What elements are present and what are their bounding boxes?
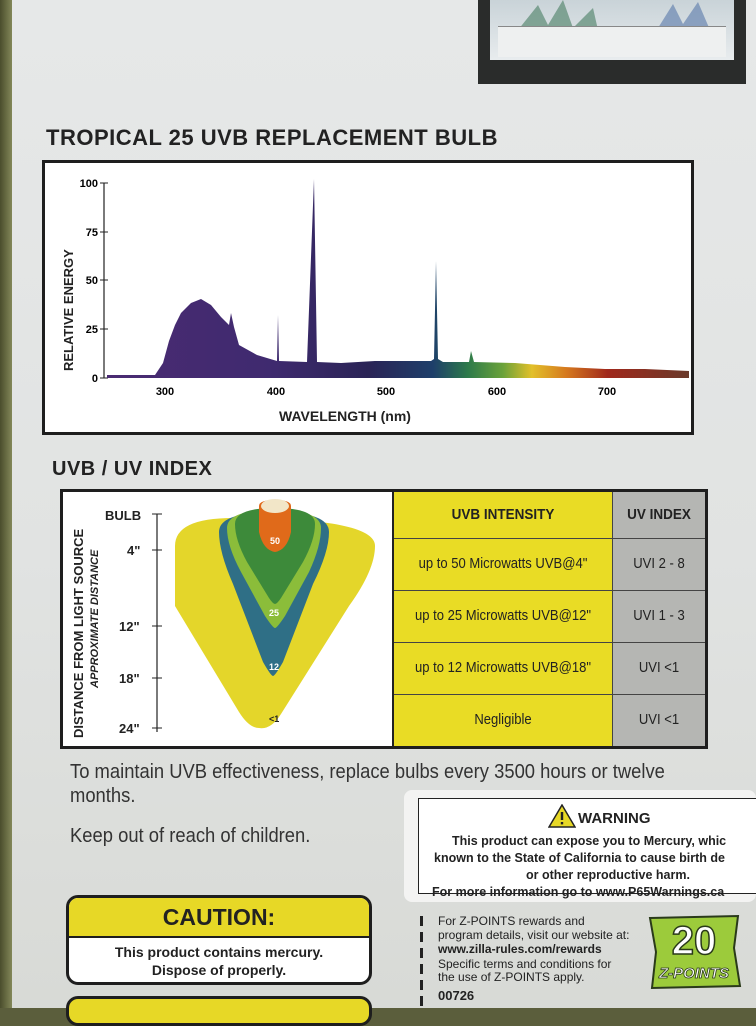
spectrum-title: TROPICAL 25 UVB REPLACEMENT BULB — [46, 125, 498, 150]
terrarium-illustration — [478, 0, 746, 84]
caution-box-partial — [66, 996, 372, 1026]
spectrum-curve — [107, 179, 689, 378]
zone-label-25: 25 — [269, 608, 279, 618]
y-tick-label: 75 — [86, 227, 98, 239]
distance-12in: 12" — [119, 619, 140, 634]
distance-bulb: BULB — [105, 508, 142, 523]
x-tick-label: 500 — [377, 386, 395, 398]
uv-index-table: 50 25 12 <1 BULB 4" 12" 18" 24" DISTANCE… — [60, 489, 708, 749]
badge-text: Z-POINTS — [658, 965, 729, 982]
zone-label-12: 12 — [269, 662, 279, 672]
warning-line-4: For more information go to www.P65Warnin… — [432, 885, 725, 899]
zone-label-lt1: <1 — [269, 714, 279, 724]
warning-triangle-icon — [548, 804, 576, 828]
intensity-row-1: up to 50 Microwatts UVB@4" — [418, 556, 588, 572]
zone-label-50: 50 — [270, 536, 280, 546]
zpoints-line-5: the use of Z-POINTS apply. — [438, 970, 585, 984]
x-tick-label: 400 — [267, 386, 285, 398]
header-uv-index: UV INDEX — [627, 506, 691, 523]
distance-24in: 24" — [119, 721, 140, 736]
x-tick-label: 700 — [598, 386, 616, 398]
uvb-intensity-column: UVB INTENSITY up to 50 Microwatts UVB@4"… — [393, 492, 613, 746]
maintenance-text: To maintain UVB effectiveness, replace b… — [70, 761, 665, 807]
divider — [393, 642, 705, 643]
background-strip — [0, 0, 14, 1008]
distance-axis-sublabel: APPROXIMATE DISTANCE — [89, 549, 101, 688]
caution-box: CAUTION: This product contains mercury. … — [66, 895, 372, 985]
zpoints-line-4: Specific terms and conditions for — [438, 957, 612, 971]
uvi-row-4: UVI <1 — [638, 712, 680, 728]
caution-line-1: This product contains mercury. — [114, 944, 324, 960]
uvi-row-1: UVI 2 - 8 — [633, 556, 685, 572]
zpoints-url: www.zilla-rules.com/rewards — [438, 942, 602, 956]
keep-out-text: Keep out of reach of children. — [70, 825, 311, 847]
zpoints-line-2: program details, visit our website at: — [438, 928, 630, 942]
distance-4in: 4" — [127, 543, 141, 558]
y-axis-label: RELATIVE ENERGY — [61, 249, 76, 371]
y-tick-label: 0 — [92, 373, 98, 385]
warning-line-2: known to the State of California to caus… — [434, 851, 725, 865]
header-uvb-intensity: UVB INTENSITY — [451, 506, 555, 523]
uvi-row-2: UVI 1 - 3 — [633, 608, 685, 624]
uvi-row-3: UVI <1 — [638, 660, 680, 676]
x-tick-label: 600 — [488, 386, 506, 398]
distance-axis-label: DISTANCE FROM LIGHT SOURCE — [71, 528, 86, 738]
warning-line-1: This product can expose you to Mercury, … — [452, 834, 727, 848]
zone-orange — [259, 500, 291, 552]
divider — [393, 590, 705, 591]
x-axis-label: WAVELENGTH (nm) — [279, 408, 411, 424]
intensity-row-3: up to 12 Microwatts UVB@18" — [414, 660, 592, 676]
y-tick-label: 100 — [80, 178, 98, 190]
divider — [393, 694, 705, 695]
zpoints-info: For Z-POINTS rewards and program details… — [414, 914, 644, 1008]
warning-heading: WARNING — [578, 810, 651, 827]
uv-zone-diagram: 50 25 12 <1 BULB 4" 12" 18" 24" DISTANCE… — [63, 492, 393, 746]
divider — [393, 538, 705, 539]
zone-green — [235, 508, 315, 604]
zpoints-badge: 20 Z-POINTS — [644, 912, 744, 992]
badge-number: 20 — [672, 919, 717, 963]
zpoints-line-1: For Z-POINTS rewards and — [438, 914, 585, 928]
warning-box: WARNING This product can expose you to M… — [404, 790, 756, 902]
caution-line-2: Dispose of properly. — [151, 962, 287, 978]
product-code: 00726 — [438, 988, 475, 1003]
uv-index-title: UVB / UV INDEX — [52, 458, 213, 480]
y-tick-label: 25 — [86, 324, 98, 336]
distance-18in: 18" — [119, 671, 140, 686]
y-tick-label: 50 — [86, 275, 98, 287]
caution-heading: CAUTION: — [162, 904, 276, 930]
uv-index-column: UV INDEX UVI 2 - 8 UVI 1 - 3 UVI <1 UVI … — [613, 492, 705, 746]
intensity-row-2: up to 25 Microwatts UVB@12" — [414, 608, 592, 624]
x-tick-label: 300 — [156, 386, 174, 398]
spectrum-chart: 0 25 50 75 100 300 400 500 600 700 RELATIVE ENER… — [42, 160, 694, 435]
warning-line-3: or other reproductive harm. — [526, 868, 690, 882]
intensity-row-4: Negligible — [474, 712, 532, 728]
